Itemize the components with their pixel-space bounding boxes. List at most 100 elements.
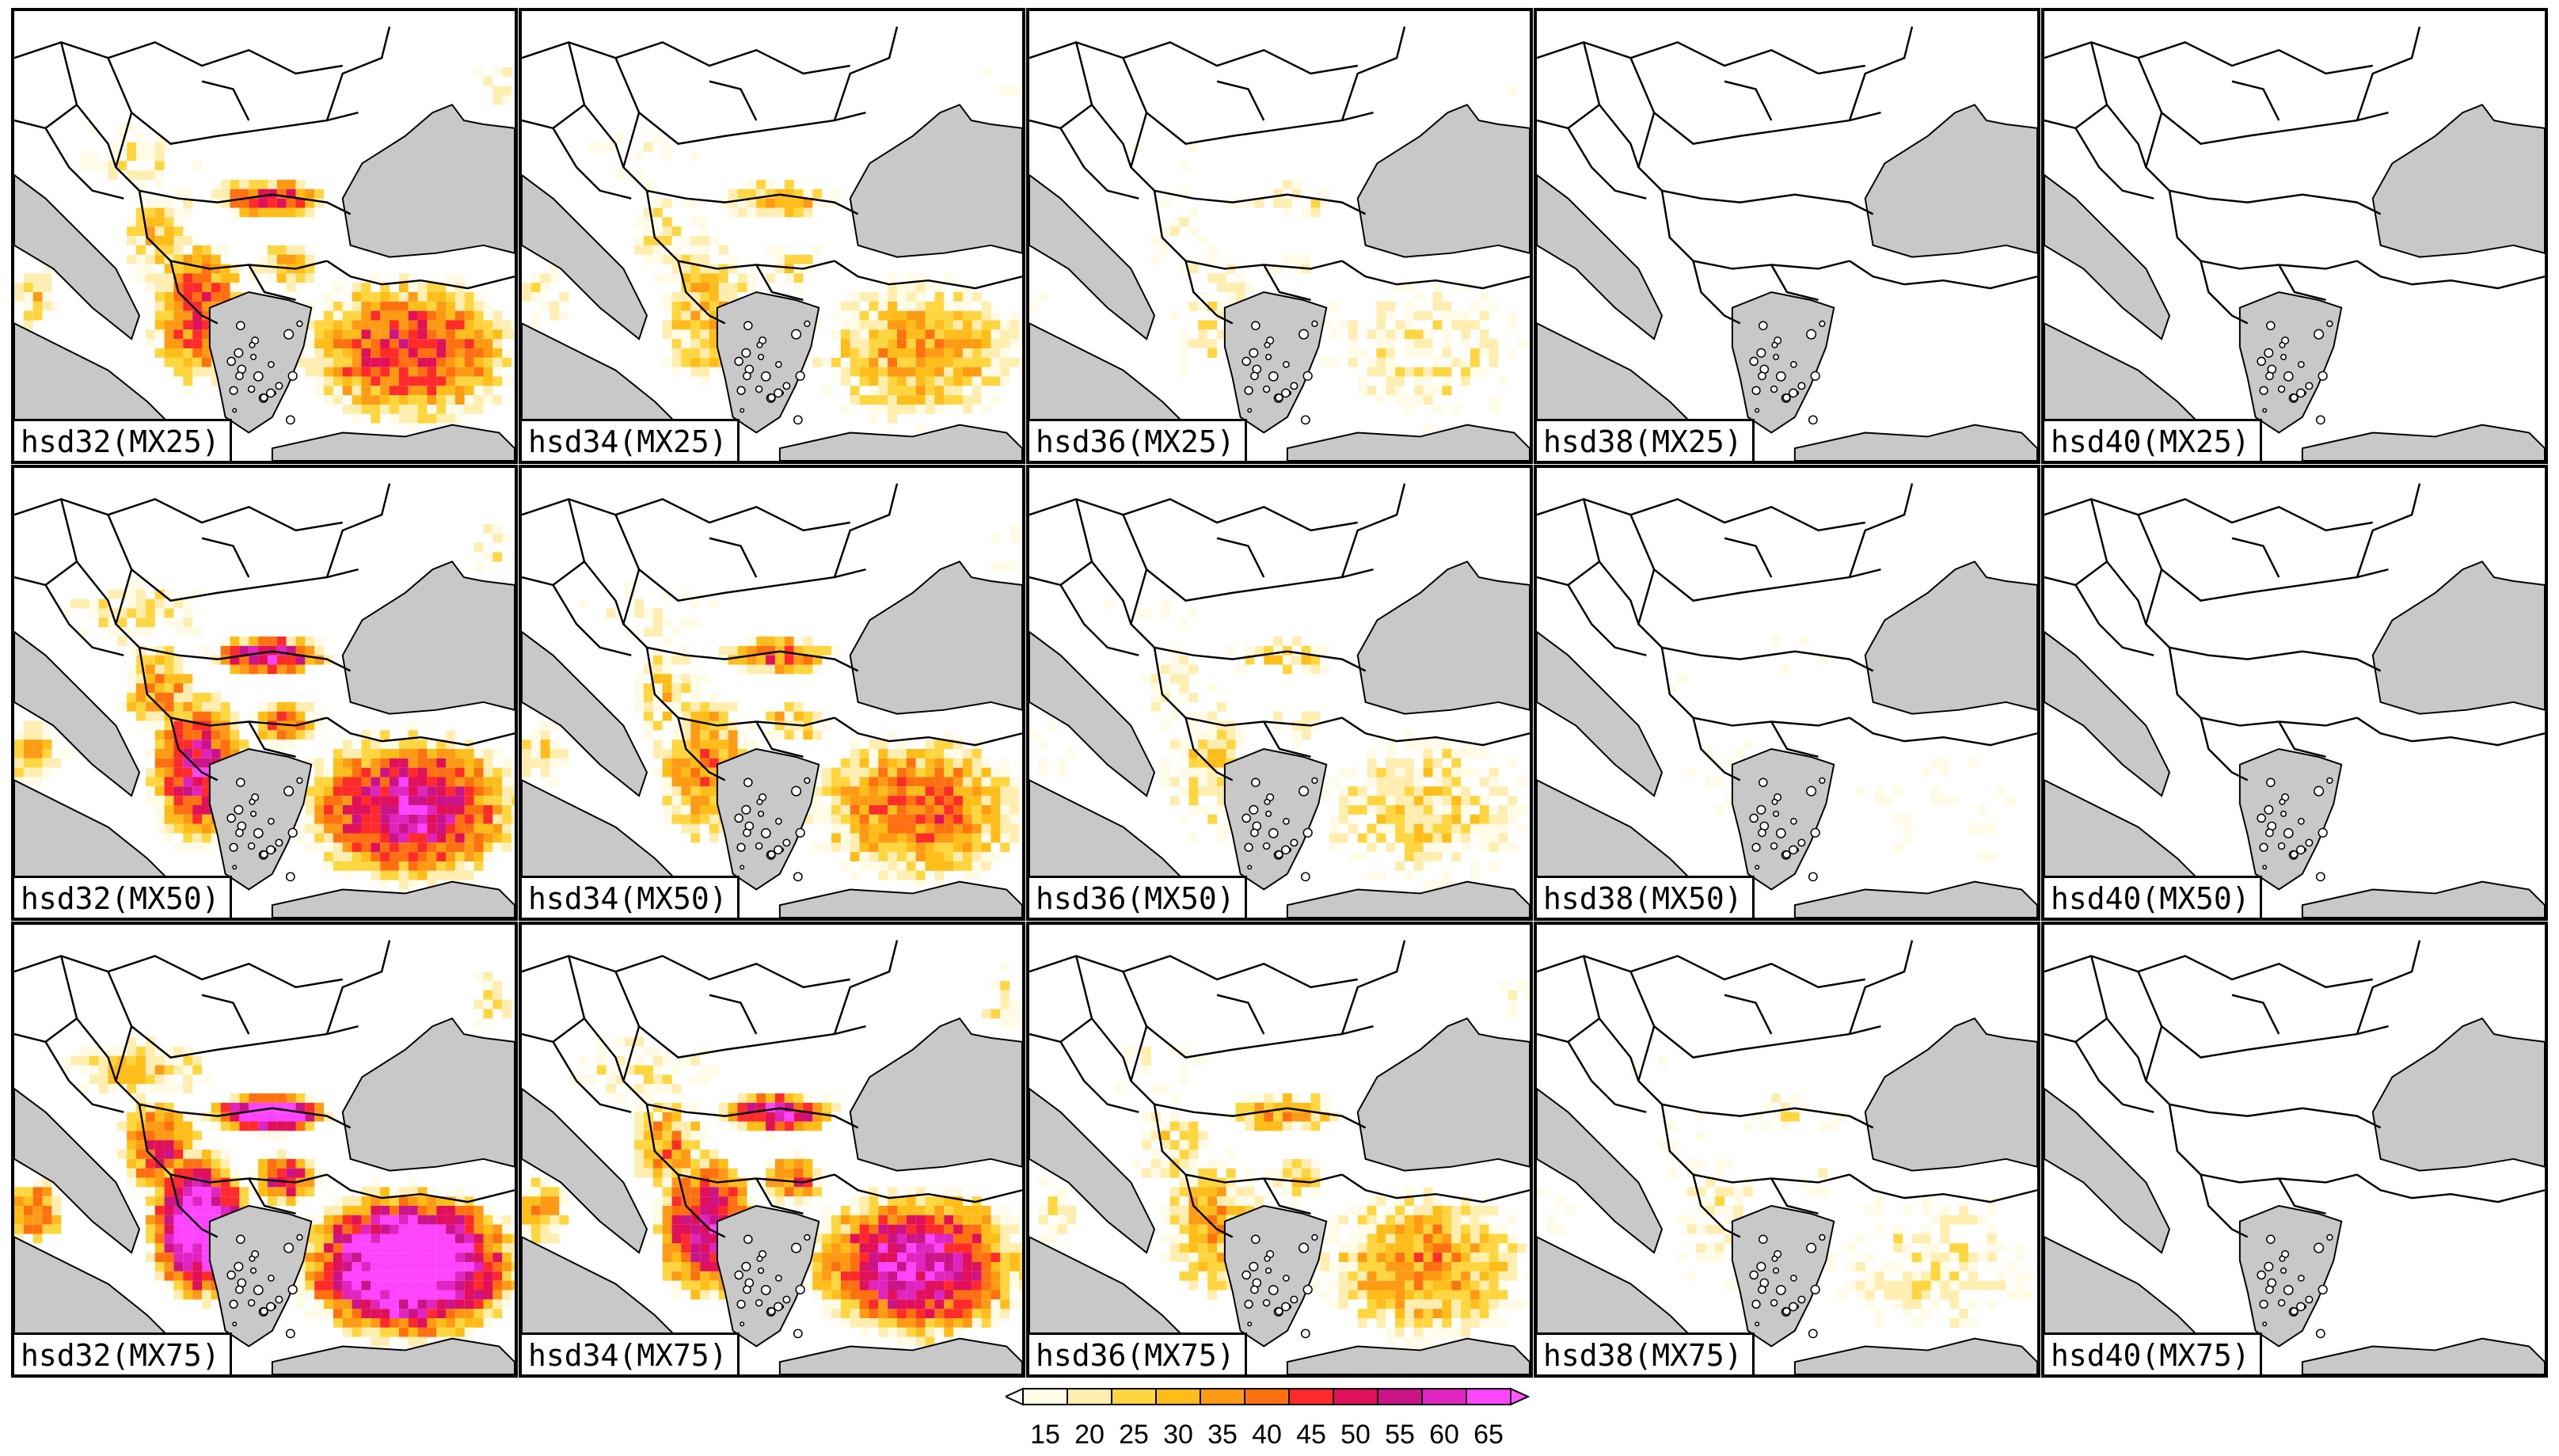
heat-cell [286,730,296,740]
country-border [1692,717,1741,781]
heat-cell [1508,348,1518,358]
heat-cell [1413,786,1424,796]
heat-cell [98,1055,108,1066]
heat-cell [136,580,146,590]
heat-cell [1423,386,1433,396]
heat-cell [173,207,184,218]
heat-cell [671,796,682,805]
heat-cell [1442,880,1452,890]
heat-cell [671,777,682,787]
sea-area [2238,747,2343,891]
island [1771,798,1778,805]
heat-cell [1413,376,1424,386]
heat-cell [164,1234,174,1244]
heat-cell [371,348,381,358]
heat-cell [390,796,399,805]
heat-cell [342,786,352,796]
heat-cell [305,264,315,274]
country-border [755,1177,804,1215]
heat-cell [1461,357,1470,367]
heat-cell [1179,1206,1189,1215]
country-border [1537,42,1601,130]
heat-cell [436,405,447,414]
heat-cell [136,207,146,218]
heat-cell [888,1327,897,1337]
heat-cell [1217,1215,1226,1225]
heat-cell [925,283,935,292]
heat-cell [23,730,33,740]
heat-cell [173,1140,184,1150]
heat-cell [962,1318,972,1328]
sea-area [2044,173,2171,340]
heat-cell [502,796,512,805]
country-border [2044,499,2108,587]
heat-cell [1226,1168,1236,1178]
heat-cell [934,833,945,843]
heat-cell [211,1150,221,1159]
heat-cell [436,301,447,311]
heat-cell [934,367,945,377]
heat-cell [230,1206,240,1215]
heat-cell [1442,805,1452,815]
heat-cell [869,786,879,796]
heat-cell [644,1168,653,1178]
heat-cell [662,1243,672,1253]
heat-cell [652,207,663,218]
heat-cell [398,870,409,880]
heat-cell [1217,758,1226,768]
island [1247,408,1253,413]
heat-cell [79,599,89,609]
heat-cell [1386,1206,1396,1215]
heat-cell [427,320,437,330]
heat-cell [32,767,43,777]
heat-cell [464,749,474,758]
heat-cell [464,292,474,302]
heat-cell [522,767,531,777]
heat-cell [173,1262,184,1272]
heat-cell [915,777,926,787]
heat-cell [408,1262,418,1272]
heat-cell [249,664,259,675]
heat-cell [342,1253,352,1262]
heat-cell [371,1243,381,1253]
heat-cell [390,376,399,386]
heat-cell [398,1262,409,1272]
heat-cell [1282,254,1292,264]
heat-cell [634,608,645,618]
heat-cell [314,1168,325,1178]
heat-cell [906,320,916,330]
heat-cell [202,254,211,264]
island [1264,798,1271,805]
heat-cell [1245,1206,1255,1215]
heat-cell [1291,1158,1302,1169]
heat-cell [324,852,333,861]
island [1756,804,1766,815]
heat-cell [1376,1196,1386,1206]
country-border [2044,498,2373,532]
heat-cell [944,1327,954,1337]
heat-cell [652,132,663,143]
heat-cell [840,1243,850,1253]
heat-cell [380,1234,390,1244]
heat-cell [1038,1215,1048,1225]
heat-cell [766,245,775,255]
heat-cell [803,1093,813,1103]
island [283,785,295,796]
heat-cell [1217,833,1226,843]
heat-cell [258,720,268,731]
heat-cell [784,1187,794,1197]
heat-cell [164,1158,174,1169]
heat-cell [850,739,860,749]
island [250,1267,257,1274]
heat-cell [230,1196,240,1206]
heat-cell [1451,767,1462,777]
heat-cell [972,357,982,367]
heat-cell [286,1168,296,1178]
heat-cell [690,599,701,609]
heat-cell [1010,1299,1020,1310]
island [2290,393,2299,402]
heat-cell [286,655,296,665]
heat-cell [1423,423,1433,433]
heat-cell [192,1253,202,1262]
heat-cell [878,739,888,749]
